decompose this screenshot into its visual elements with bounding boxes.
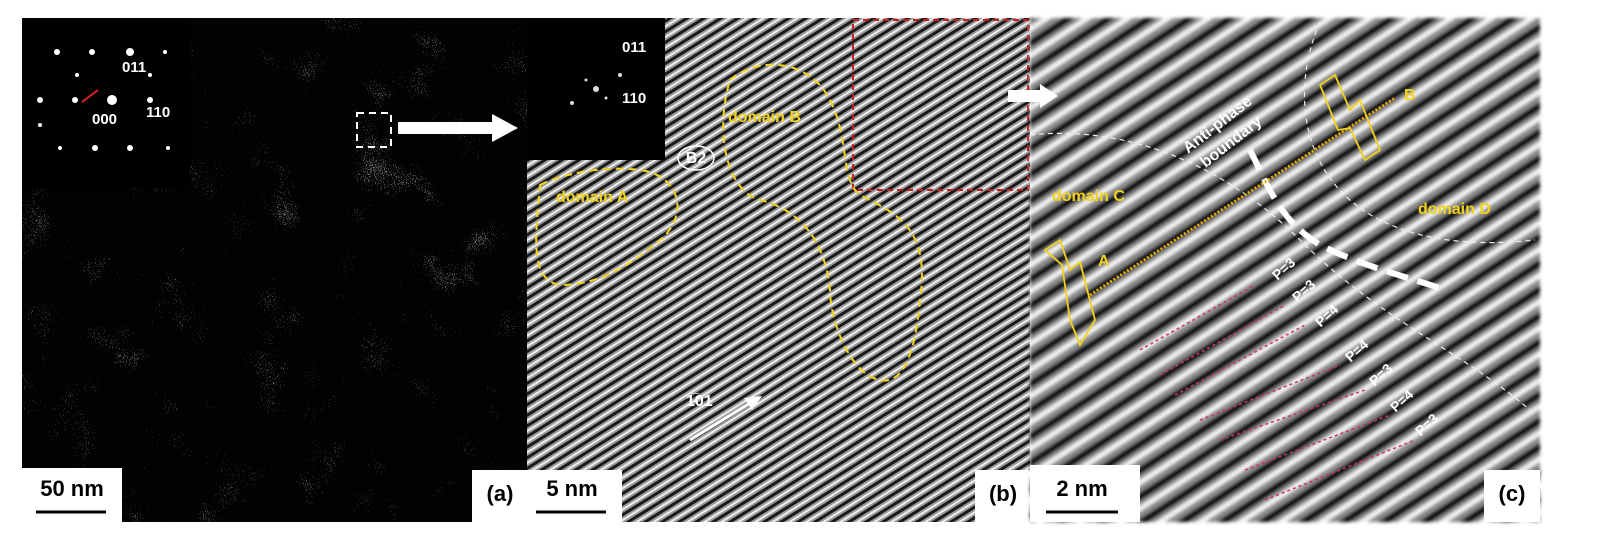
select-box	[356, 112, 392, 148]
scale-bar-label: 5 nm	[546, 476, 597, 501]
annotation: B	[1404, 87, 1416, 104]
inset-label: 110	[622, 90, 646, 107]
red-arrow	[81, 89, 99, 103]
label-box	[975, 470, 1030, 522]
b2-circle	[677, 145, 715, 171]
label-box	[1484, 470, 1540, 522]
unit-cell	[1043, 238, 1096, 348]
scale-bar-label: 2 nm	[1056, 476, 1107, 501]
inset-label: 011	[122, 59, 146, 76]
label-box	[472, 470, 527, 522]
period-lines	[1139, 284, 1416, 501]
panel-label: (c)	[1499, 481, 1526, 506]
inset-label: 011	[622, 39, 646, 56]
scale-bar-label: 50 nm	[40, 476, 104, 501]
panel-label: (b)	[989, 481, 1017, 506]
zoom-box	[852, 19, 1029, 191]
domain-outline	[535, 167, 679, 287]
annotation: 1̅01	[686, 392, 713, 410]
panel-c-image	[1030, 18, 1540, 522]
annotation: domain B	[728, 109, 801, 126]
fft-spots	[570, 73, 622, 105]
arrowhead	[744, 396, 762, 410]
arrow	[1008, 84, 1058, 108]
unit-cell	[1318, 73, 1382, 162]
annotation: domain A	[556, 189, 629, 206]
diffraction-spots	[37, 48, 170, 151]
annotation: B2	[686, 150, 707, 167]
direction-arrow	[689, 400, 753, 442]
inset-label: 000	[92, 111, 117, 128]
annotation: domain C	[1052, 188, 1125, 205]
domain-outline	[722, 63, 923, 382]
boundary-line	[1029, 132, 1531, 411]
inset-label: 110	[146, 104, 170, 121]
anti-phase-boundary	[1247, 148, 1441, 291]
annotation: A	[1098, 253, 1110, 270]
diffraction-inset	[22, 18, 190, 188]
annotation: domain D	[1418, 201, 1491, 218]
boundary-line	[1303, 21, 1536, 244]
panel-label: (a)	[487, 481, 514, 506]
dotted-line	[1089, 96, 1396, 297]
arrow	[398, 114, 518, 142]
